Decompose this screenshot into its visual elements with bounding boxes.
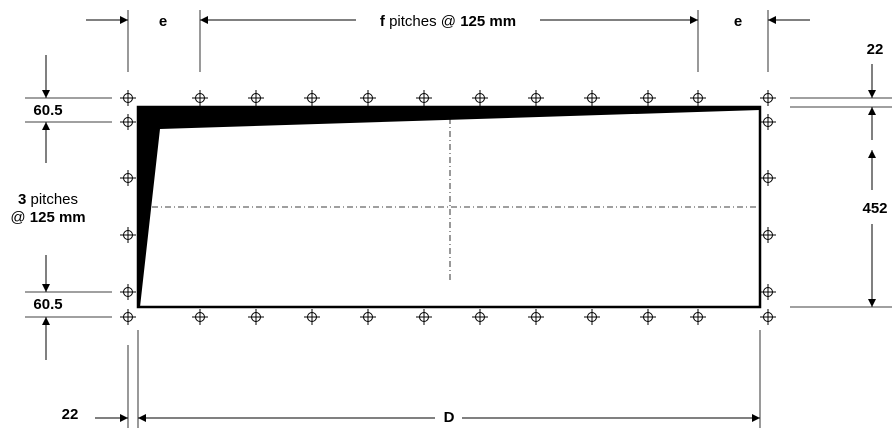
fixing-hole-icon (304, 309, 320, 325)
fixing-hole-icon (584, 90, 600, 106)
fixing-hole-icon (120, 309, 136, 325)
fixing-hole-icon (120, 284, 136, 300)
fixing-hole-icon (120, 114, 136, 130)
top-pitch-count: f (380, 13, 386, 30)
left-pitch-line2: @ 125 mm (10, 209, 85, 226)
left-pitch-value: 125 mm (30, 209, 86, 226)
right-top-margin-label: 22 (867, 41, 884, 58)
fixing-hole-icon (640, 309, 656, 325)
fixing-hole-icon (192, 309, 208, 325)
fixing-hole-icon (584, 309, 600, 325)
right-height-label: 452 (862, 200, 887, 217)
fixing-hole-icon (416, 90, 432, 106)
bottom-left-margin-label: 22 (62, 406, 79, 423)
fixing-hole-icon (416, 309, 432, 325)
fixing-hole-icon (120, 170, 136, 186)
left-pitch-at: @ (10, 209, 29, 226)
panel-wedge (138, 107, 760, 307)
fixing-hole-icon (690, 309, 706, 325)
left-pitch-line1: 3 pitches (18, 191, 78, 208)
top-pitch-label: f pitches @ 125 mm (380, 13, 516, 30)
fixing-hole-icon (248, 90, 264, 106)
left-pitch-text: pitches (26, 191, 78, 208)
fixing-hole-icon (690, 90, 706, 106)
left-bottom-offset-label: 60.5 (33, 296, 62, 313)
fixing-holes (120, 90, 776, 325)
top-e-left-label: e (159, 13, 167, 30)
left-top-offset-label: 60.5 (33, 102, 62, 119)
fixing-hole-icon (120, 227, 136, 243)
fixing-hole-icon (304, 90, 320, 106)
fixing-hole-icon (120, 90, 136, 106)
fixing-hole-icon (640, 90, 656, 106)
fixing-hole-icon (760, 309, 776, 325)
fixing-hole-icon (528, 90, 544, 106)
fixing-hole-icon (472, 90, 488, 106)
bottom-width-label: D (444, 409, 455, 426)
fixing-hole-icon (760, 114, 776, 130)
fixing-hole-icon (192, 90, 208, 106)
extension-lines (25, 10, 892, 428)
fixing-hole-icon (760, 284, 776, 300)
top-e-right-label: e (734, 13, 742, 30)
fixing-hole-icon (528, 309, 544, 325)
fixing-hole-icon (248, 309, 264, 325)
top-pitch-text: pitches @ (385, 13, 460, 30)
fixing-hole-icon (360, 90, 376, 106)
top-pitch-value: 125 mm (460, 13, 516, 30)
fixing-hole-icon (760, 170, 776, 186)
fixing-hole-icon (760, 90, 776, 106)
fixing-hole-icon (760, 227, 776, 243)
fixing-hole-icon (472, 309, 488, 325)
fixing-hole-icon (360, 309, 376, 325)
left-pitch-count: 3 (18, 191, 26, 208)
